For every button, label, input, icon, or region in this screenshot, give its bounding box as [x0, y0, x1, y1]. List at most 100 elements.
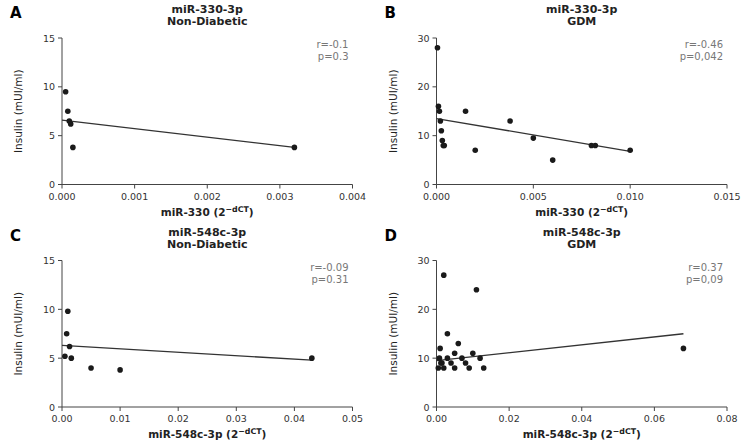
y-tick	[58, 358, 62, 359]
label-part: miR-330 (2	[535, 206, 600, 218]
x-tick	[207, 185, 208, 189]
point	[68, 355, 74, 361]
label-superscript: −dCT	[600, 205, 624, 214]
regression-line	[62, 345, 312, 360]
point	[437, 355, 443, 361]
text-line: p=0,042	[680, 51, 723, 62]
y-tick	[433, 135, 437, 136]
x-tick	[630, 185, 631, 189]
point	[440, 138, 446, 144]
x-tick-label: 0.000	[48, 191, 75, 202]
label-part: )	[262, 428, 267, 440]
y-tick-label: 5	[49, 353, 55, 364]
x-tick-label: 0.005	[520, 191, 547, 202]
x-tick-label: 0.000	[423, 191, 450, 202]
x-tick	[352, 407, 353, 411]
y-tick-label: 20	[417, 304, 429, 315]
x-axis	[62, 407, 353, 408]
annotation: r=-0.46p=0,042	[680, 39, 723, 62]
y-tick	[433, 407, 437, 408]
x-tick	[436, 185, 437, 189]
x-tick-label: 0.04	[571, 413, 592, 424]
point	[593, 143, 599, 149]
y-axis	[436, 261, 437, 408]
point	[681, 346, 687, 352]
x-tick	[727, 185, 728, 189]
y-tick-label: 10	[43, 81, 55, 92]
point	[470, 350, 476, 356]
y-tick-label: 20	[417, 81, 429, 92]
y-tick-label: 15	[43, 255, 55, 266]
y-tick	[433, 184, 437, 185]
x-tick-label: 0.08	[716, 413, 737, 424]
text-line: GDM	[567, 15, 596, 28]
y-axis-label: Insulin (mUI/ml)	[387, 69, 399, 153]
point	[70, 145, 76, 151]
panel: CmiR-548c-3pNon-Diabetic0.000.010.020.03…	[10, 226, 363, 441]
point	[439, 360, 445, 366]
x-tick	[236, 407, 237, 411]
label-superscript: −dCT	[613, 427, 637, 436]
label-part: miR-330 (2	[161, 206, 226, 218]
y-tick	[433, 86, 437, 87]
point	[452, 350, 458, 356]
panel-label: D	[385, 227, 397, 245]
x-tick	[581, 407, 582, 411]
label-part: )	[636, 428, 641, 440]
text-line: r=-0.09	[310, 262, 348, 273]
point	[435, 45, 441, 51]
y-tick-label: 30	[417, 255, 429, 266]
y-tick	[58, 135, 62, 136]
regression-line	[62, 120, 294, 147]
x-tick-label: 0.010	[617, 191, 644, 202]
point	[627, 148, 633, 154]
y-axis-label: Insulin (mUI/ml)	[387, 292, 399, 376]
y-tick	[58, 38, 62, 39]
y-tick-label: 15	[43, 33, 55, 44]
point	[481, 365, 487, 371]
x-tick	[727, 407, 728, 411]
point	[438, 118, 444, 124]
point	[62, 353, 68, 359]
point	[463, 360, 469, 366]
marks	[62, 89, 297, 150]
y-tick-label: 0	[423, 402, 429, 413]
x-tick-label: 0.05	[342, 413, 363, 424]
label-superscript: −dCT	[238, 427, 262, 436]
y-tick	[433, 38, 437, 39]
point	[292, 145, 298, 151]
point	[65, 308, 71, 314]
point	[507, 118, 513, 124]
point	[445, 331, 451, 337]
point	[550, 157, 556, 163]
text-line: Non-Diabetic	[167, 238, 247, 251]
x-tick	[654, 407, 655, 411]
point	[477, 355, 483, 361]
x-tick	[62, 407, 63, 411]
point	[441, 143, 447, 149]
text-line: r=0.37	[688, 262, 723, 273]
x-tick	[120, 407, 121, 411]
x-tick-label: 0.01	[110, 413, 131, 424]
x-tick-label: 0.06	[644, 413, 665, 424]
point	[117, 367, 123, 373]
marks	[436, 272, 687, 370]
point	[67, 344, 73, 350]
y-tick	[433, 309, 437, 310]
label-part: miR-548c-3p (2	[148, 428, 238, 440]
point	[474, 287, 480, 293]
y-tick	[433, 260, 437, 261]
x-axis-label: miR-330 (2−dCT)	[161, 205, 254, 218]
panel-label: B	[385, 4, 396, 22]
panel: AmiR-330-3pNon-Diabetic0.0000.0010.0020.…	[10, 3, 366, 218]
x-tick	[436, 407, 437, 411]
text-line: r=-0.1	[316, 39, 348, 50]
text-line: p=0.3	[318, 51, 349, 62]
x-axis-label: miR-548c-3p (2−dCT)	[523, 427, 641, 440]
y-tick-label: 5	[49, 130, 55, 141]
point	[441, 272, 447, 278]
marks	[62, 308, 315, 372]
x-tick	[509, 407, 510, 411]
text-line: GDM	[567, 238, 596, 251]
x-axis-label: miR-330 (2−dCT)	[535, 205, 628, 218]
